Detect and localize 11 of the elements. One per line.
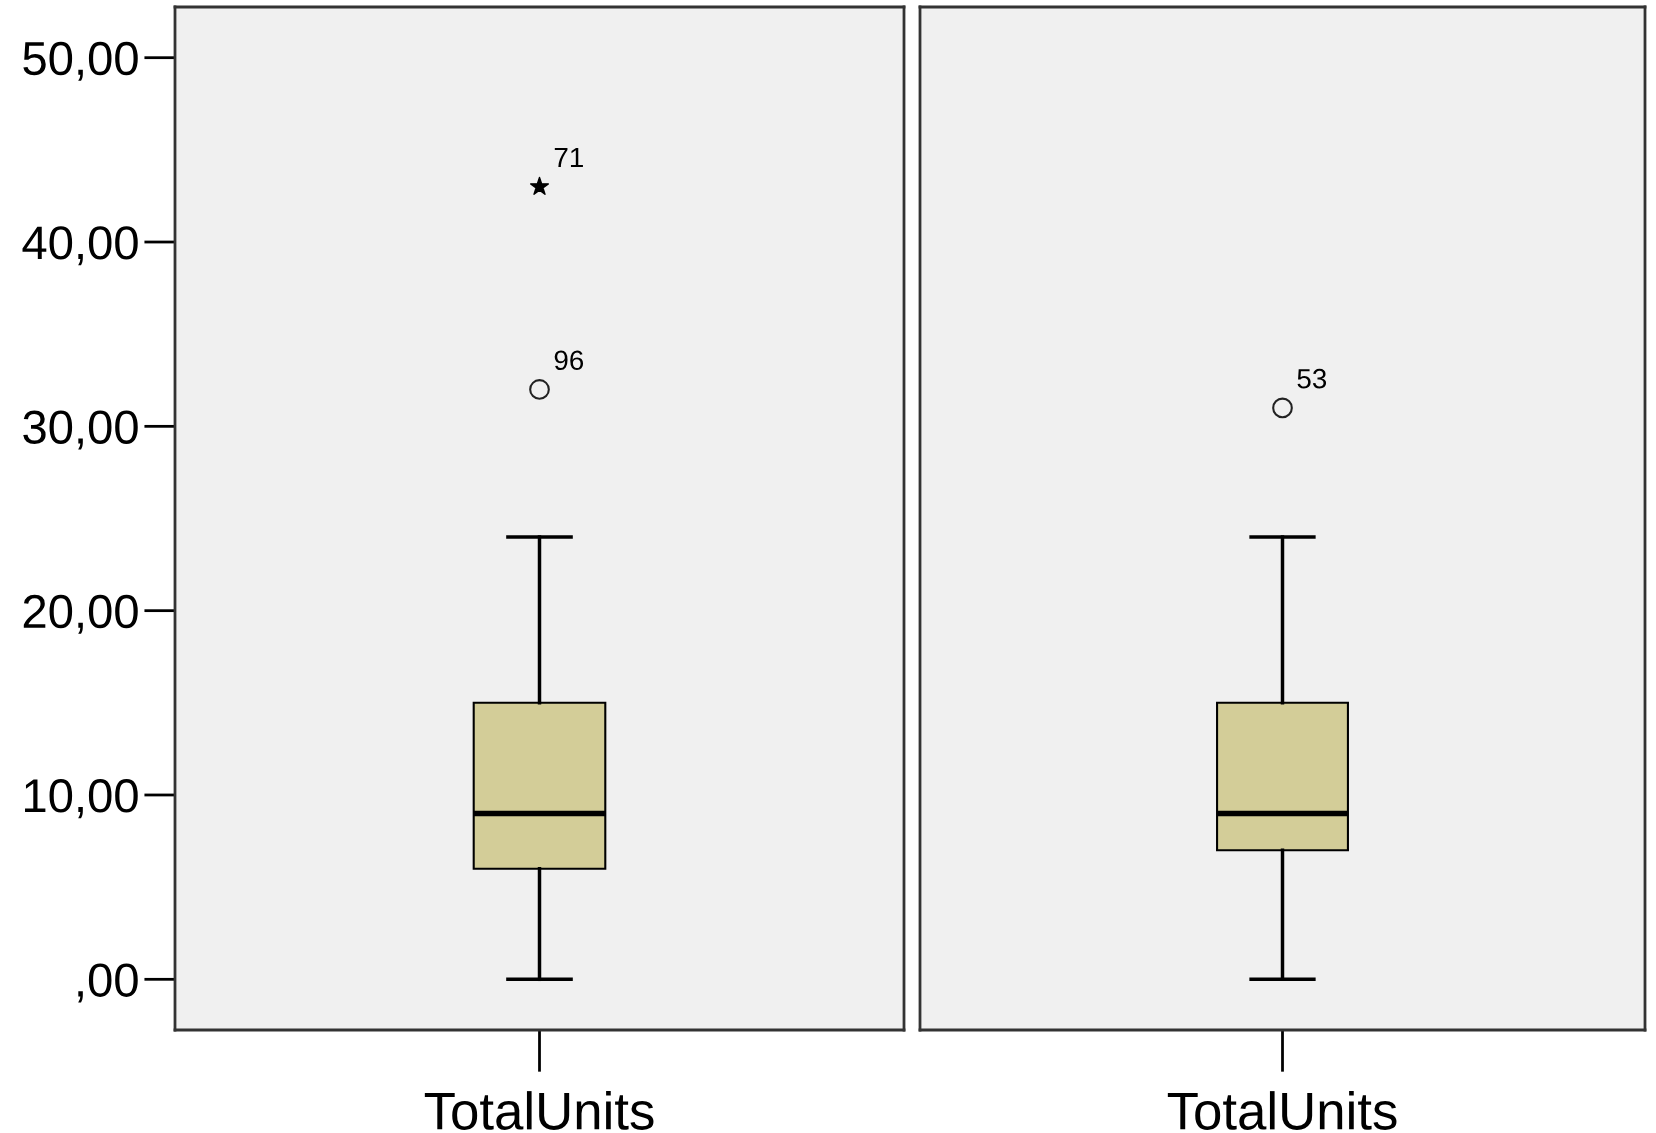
y-tick-label: 30,00 — [23, 410, 138, 450]
annotation: 96 — [554, 350, 584, 371]
x-tick-label: TotalUnits — [424, 1091, 654, 1130]
y-tick-label: ,00 — [78, 963, 138, 1003]
y-tick-label: 10,00 — [25, 779, 138, 819]
y-tick-label: 20,00 — [23, 594, 138, 634]
annotation: 53 — [1297, 368, 1327, 389]
annotation: 71 — [554, 147, 583, 168]
x-tick-label: TotalUnits — [1167, 1091, 1397, 1130]
y-tick-label: 40,00 — [22, 226, 138, 266]
y-tick-label: 50,00 — [23, 41, 138, 81]
